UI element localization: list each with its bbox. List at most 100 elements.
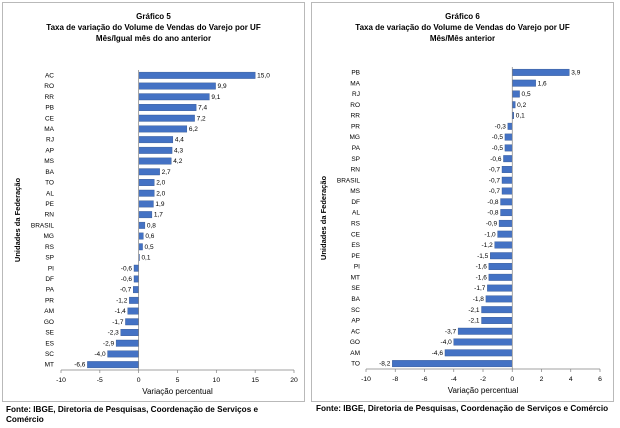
chart-5-category-label: SE bbox=[45, 330, 54, 337]
chart-5-data-label: 2,0 bbox=[156, 180, 165, 187]
chart-5-data-label: -2,3 bbox=[108, 330, 120, 337]
chart-5-data-label: 0,6 bbox=[145, 233, 154, 240]
chart-5-data-label: 7,2 bbox=[197, 115, 206, 122]
chart-5-bar-pe bbox=[138, 200, 154, 208]
chart-6-plot: PB 3,9 MA 1,6 RJ 0,5 RO 0,2 RR 0,1 PR -0,3 MG -0,5 PA -… bbox=[319, 67, 602, 395]
chart-5-bar-al bbox=[138, 189, 155, 197]
chart-6-data-label: 3,9 bbox=[571, 69, 580, 76]
chart-6-bar-es bbox=[494, 241, 513, 249]
chart-panel-6: Gráfico 6 Taxa de variação do Volume de … bbox=[311, 2, 614, 402]
chart-6-category-label: TO bbox=[351, 361, 360, 368]
chart-5-bar-rn bbox=[138, 211, 153, 219]
chart-5-bar-mg bbox=[138, 232, 144, 240]
chart-5-x-tick-label: -5 bbox=[97, 377, 103, 384]
chart-6-category-label: PR bbox=[351, 123, 360, 130]
chart-6-bar-ba bbox=[485, 295, 513, 303]
chart-6-category-label: PE bbox=[351, 253, 360, 260]
chart-6-category-label: SC bbox=[351, 307, 360, 314]
chart-6-data-label: -0,9 bbox=[486, 220, 498, 227]
chart-6-data-label: -1,7 bbox=[474, 285, 486, 292]
chart-5-category-label: RO bbox=[44, 83, 54, 90]
chart-5-category-label: GO bbox=[44, 319, 54, 326]
chart-6-data-label: 1,6 bbox=[538, 80, 547, 87]
chart-6-bar-ce bbox=[497, 230, 513, 238]
chart-5-category-label: PE bbox=[45, 201, 54, 208]
chart-6-category-label: PB bbox=[351, 69, 360, 76]
chart-6-data-label: -1,8 bbox=[473, 296, 485, 303]
chart-6-category-label: MS bbox=[350, 188, 360, 195]
chart-6-category-label: GO bbox=[350, 339, 360, 346]
chart-5-plot: AC 15,0 RO 9,9 RR 9,1 PB 7,4 CE 7,2 MA 6,2 RJ 4,4 AP 4,… bbox=[13, 70, 298, 396]
chart-6-data-label: -1,0 bbox=[484, 231, 496, 238]
chart-5-bar-rj bbox=[138, 136, 174, 144]
chart-6-titles: Gráfico 6 Taxa de variação do Volume de … bbox=[312, 11, 613, 44]
chart-6-bar-ms bbox=[501, 187, 513, 195]
chart-5-bar-ma bbox=[138, 125, 188, 133]
chart-5-data-label: 9,9 bbox=[218, 83, 227, 90]
chart-6-bar-am bbox=[444, 349, 513, 357]
chart-6-data-label: -8,2 bbox=[379, 361, 391, 368]
chart-5-data-label: -1,4 bbox=[115, 308, 127, 315]
chart-6-data-label: -0,7 bbox=[489, 177, 501, 184]
chart-6-subtitle: Mês/Mês anterior bbox=[429, 34, 496, 43]
chart-5-bar-mt bbox=[87, 361, 139, 369]
chart-6-bar-brasil bbox=[501, 176, 513, 184]
chart-6-category-label: RR bbox=[351, 113, 361, 120]
chart-5-bar-pa bbox=[133, 286, 139, 294]
chart-5-data-label: -6,6 bbox=[74, 362, 86, 369]
chart-5-category-label: AM bbox=[44, 308, 54, 315]
chart-6-data-label: -0,8 bbox=[487, 210, 499, 217]
chart-5-data-label: -1,2 bbox=[116, 297, 128, 304]
chart-5-subtitle: Mês/Igual mês do ano anterior bbox=[95, 34, 212, 43]
chart-5-data-label: -0,6 bbox=[121, 276, 133, 283]
chart-5-category-label: SP bbox=[45, 255, 54, 262]
chart-6-category-label: SP bbox=[351, 156, 360, 163]
chart-5-data-label: 0,1 bbox=[141, 255, 150, 262]
chart-6-bar-ap bbox=[481, 317, 513, 324]
chart-5-data-label: 2,0 bbox=[156, 190, 165, 197]
chart-6-bar-rs bbox=[498, 219, 513, 227]
chart-6-category-label: AC bbox=[351, 328, 360, 335]
chart-5-data-label: -2,9 bbox=[103, 340, 115, 347]
chart-5-x-axis-title: Variação percentual bbox=[142, 387, 213, 396]
chart-6-category-label: DF bbox=[351, 199, 360, 206]
chart-6-data-label: -3,7 bbox=[445, 328, 457, 335]
chart-5-data-label: 4,3 bbox=[174, 147, 183, 154]
chart-5-data-label: -0,7 bbox=[120, 287, 132, 294]
chart-6-bar-sp bbox=[503, 155, 513, 163]
chart-6-data-label: -2,1 bbox=[468, 318, 480, 325]
chart-5-bar-ap bbox=[138, 146, 173, 154]
chart-5-data-label: 9,1 bbox=[211, 94, 220, 101]
chart-5-x-tick-label: 10 bbox=[213, 377, 221, 384]
chart-6-data-label: -2,1 bbox=[468, 307, 480, 314]
chart-5-data-label: 6,2 bbox=[189, 126, 198, 133]
chart-5-bar-am bbox=[127, 307, 139, 315]
chart-6-bar-rn bbox=[501, 166, 513, 173]
chart-5-x-tick-label: 15 bbox=[251, 377, 259, 384]
chart-6-bar-to bbox=[392, 360, 513, 368]
chart-5-category-label: MT bbox=[45, 362, 54, 369]
chart-5-category-label: RR bbox=[45, 94, 55, 101]
chart-5-data-label: 0,5 bbox=[145, 244, 154, 251]
chart-5-bar-pb bbox=[138, 104, 197, 111]
chart-5-data-label: 15,0 bbox=[257, 72, 270, 79]
chart-6-bar-ro bbox=[512, 101, 516, 109]
chart-6-category-label: MA bbox=[350, 80, 360, 87]
chart-5-data-label: 7,4 bbox=[198, 105, 207, 112]
chart-5-data-label: 1,7 bbox=[154, 212, 163, 219]
chart-6-data-label: -0,6 bbox=[490, 156, 502, 163]
chart-5-category-label: MG bbox=[44, 233, 54, 240]
chart-5-category-label: MS bbox=[44, 158, 54, 165]
chart-6-x-tick-label: -6 bbox=[421, 376, 427, 383]
chart-6-data-label: -1,5 bbox=[477, 253, 489, 260]
chart-5-category-label: PA bbox=[46, 287, 55, 294]
chart-6-category-label: AP bbox=[351, 318, 360, 325]
chart-6-data-label: -1,2 bbox=[481, 242, 493, 249]
chart-6-bar-pi bbox=[488, 263, 513, 270]
chart-6-category-label: BA bbox=[351, 296, 360, 303]
chart-5-title: Taxa de variação do Volume de Vendas do … bbox=[46, 23, 261, 32]
chart-5-data-label: -1,7 bbox=[112, 319, 124, 326]
chart-6-category-label: RS bbox=[351, 220, 361, 227]
chart-5-category-label: AL bbox=[46, 190, 54, 197]
chart-5-bar-pr bbox=[129, 296, 139, 304]
